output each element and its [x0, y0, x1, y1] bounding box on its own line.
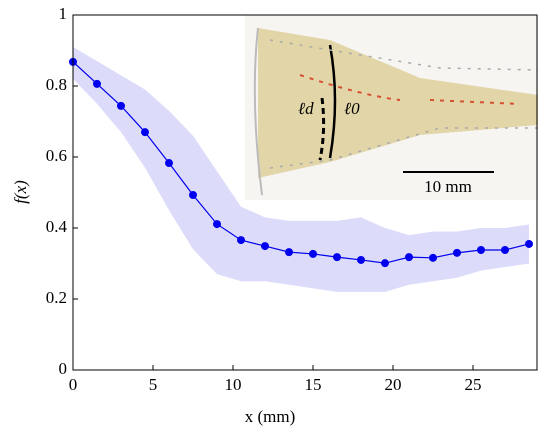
axes-frame	[72, 14, 538, 371]
y-tick-label: 0.2	[46, 288, 67, 307]
point	[381, 259, 389, 268]
annotation: 10 mm	[424, 177, 472, 196]
x-axis-label: x (mm)	[245, 407, 296, 426]
point	[525, 239, 533, 248]
band	[73, 46, 529, 292]
point	[285, 248, 293, 257]
annotation: ℓd	[298, 99, 314, 118]
annotation: ℓ0	[344, 99, 360, 118]
point	[189, 190, 197, 199]
point	[261, 242, 269, 251]
y-tick-label: 0.4	[46, 217, 68, 236]
y-tick-label: 0.6	[46, 146, 67, 165]
point	[117, 101, 125, 110]
y-axis-label: f(x)	[11, 180, 30, 204]
x-tick-label: 15	[305, 375, 322, 394]
inset-photo: ℓd ℓ0 10 mm	[245, 15, 538, 200]
point	[453, 248, 461, 257]
x-tick-label: 20	[385, 375, 402, 394]
point	[213, 220, 221, 229]
y-tick-label: 0.8	[46, 75, 67, 94]
point	[141, 128, 149, 137]
point	[309, 249, 317, 258]
point	[333, 253, 341, 262]
point	[237, 236, 245, 245]
point	[165, 159, 173, 168]
x-tick-label: 0	[69, 375, 78, 394]
point	[405, 253, 413, 262]
y-tick-label: 1	[59, 4, 68, 23]
x-tick-label: 25	[465, 375, 482, 394]
y-tick-label: 0	[59, 359, 68, 378]
line	[72, 61, 530, 264]
point	[93, 79, 101, 88]
x-tick-label: 5	[149, 375, 158, 394]
point	[357, 255, 365, 264]
point	[501, 246, 509, 255]
x-tick-label: 10	[225, 375, 242, 394]
point	[429, 253, 437, 262]
point	[477, 246, 485, 255]
